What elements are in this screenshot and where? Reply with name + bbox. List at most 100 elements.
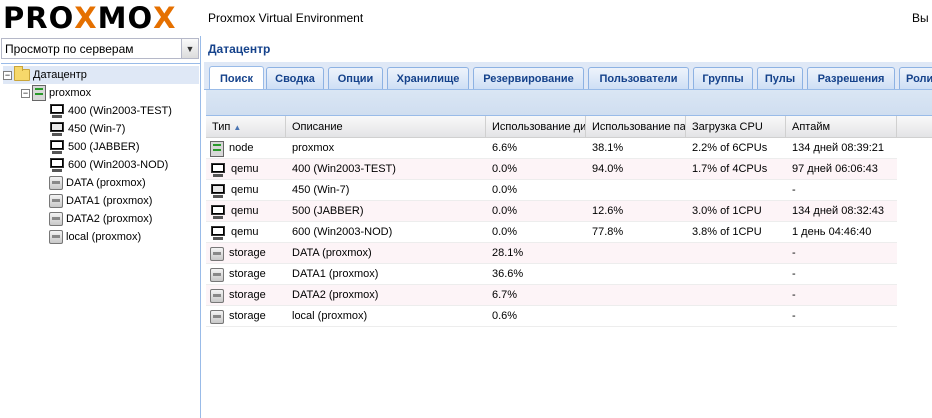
tab-permissions[interactable]: Разрешения bbox=[807, 67, 895, 89]
cell-disk: 0.6% bbox=[492, 310, 518, 322]
tree-item-label: 400 (Win2003-TEST) bbox=[68, 105, 172, 117]
tree-item-storage[interactable]: DATA1 (proxmox) bbox=[49, 192, 152, 210]
tree-item-label: DATA2 (proxmox) bbox=[66, 213, 153, 225]
cell-disk: 28.1% bbox=[492, 247, 524, 259]
cell-type: qemu bbox=[231, 205, 259, 217]
column-header-memory[interactable]: Использование па bbox=[586, 116, 686, 138]
cell-memory bbox=[586, 264, 686, 285]
cell-description: DATA2 (proxmox) bbox=[292, 289, 379, 301]
table-row[interactable]: qemu 400 (Win2003-TEST) 0.0% 94.0% 1.7% … bbox=[206, 159, 897, 180]
cell-cpu: 1.7% of 4CPUs bbox=[692, 163, 768, 175]
tree-item-storage[interactable]: DATA2 (proxmox) bbox=[49, 210, 152, 228]
cell-description: 400 (Win2003-TEST) bbox=[292, 163, 396, 175]
cell-cpu: 3.0% of 1CPU bbox=[692, 205, 762, 217]
column-header-uptime[interactable]: Аптайм bbox=[786, 116, 897, 138]
cell-type: storage bbox=[229, 268, 266, 280]
chevron-down-icon[interactable]: ▼ bbox=[181, 39, 198, 58]
cell-disk: 6.7% bbox=[492, 289, 518, 301]
storage-icon bbox=[210, 288, 224, 303]
sort-ascending-icon: ▲ bbox=[233, 123, 242, 132]
cell-uptime: - bbox=[792, 184, 796, 196]
cell-cpu bbox=[686, 180, 786, 201]
tab-groups[interactable]: Группы bbox=[693, 67, 753, 89]
tab-search[interactable]: Поиск bbox=[209, 66, 264, 89]
vm-stopped-icon bbox=[49, 122, 65, 136]
table-row[interactable]: qemu 450 (Win-7) 0.0% - bbox=[206, 180, 897, 201]
tree-item-node[interactable]: − proxmox bbox=[21, 84, 91, 102]
tree-item-label: 500 (JABBER) bbox=[68, 141, 140, 153]
cell-uptime: - bbox=[792, 289, 796, 301]
table-row[interactable]: storage local (proxmox) 0.6% - bbox=[206, 306, 897, 327]
table-row[interactable]: qemu 500 (JABBER) 0.0% 12.6% 3.0% of 1CP… bbox=[206, 201, 897, 222]
table-row[interactable]: storage DATA2 (proxmox) 6.7% - bbox=[206, 285, 897, 306]
cell-description: 450 (Win-7) bbox=[292, 184, 350, 196]
vm-running-icon bbox=[210, 225, 226, 240]
tab-backup[interactable]: Резервирование bbox=[473, 67, 584, 89]
storage-icon bbox=[210, 309, 224, 324]
cell-memory: 38.1% bbox=[592, 142, 624, 154]
tree-item-storage[interactable]: DATA (proxmox) bbox=[49, 174, 146, 192]
cell-description: local (proxmox) bbox=[292, 310, 368, 322]
cell-uptime: 134 дней 08:39:21 bbox=[792, 142, 885, 154]
cell-type: qemu bbox=[231, 184, 259, 196]
view-selector[interactable]: Просмотр по серверам ▼ bbox=[1, 38, 199, 59]
cell-uptime: 1 день 04:46:40 bbox=[792, 226, 872, 238]
cell-uptime: 134 дней 08:32:43 bbox=[792, 205, 885, 217]
cell-type: qemu bbox=[231, 226, 259, 238]
grid-header: Тип ▲ Описание Использование ди Использов… bbox=[206, 116, 932, 138]
cell-type: storage bbox=[229, 289, 266, 301]
tree-item-vm[interactable]: 450 (Win-7) bbox=[49, 120, 125, 138]
cell-cpu bbox=[686, 285, 786, 306]
storage-icon bbox=[49, 194, 63, 208]
cell-disk: 0.0% bbox=[492, 163, 518, 175]
table-row[interactable]: node proxmox 6.6% 38.1% 2.2% of 6CPUs 13… bbox=[206, 138, 897, 159]
cell-description: 500 (JABBER) bbox=[292, 205, 364, 217]
tree-item-label: local (proxmox) bbox=[66, 231, 142, 243]
tree-item-vm[interactable]: 400 (Win2003-TEST) bbox=[49, 102, 172, 120]
cell-disk: 0.0% bbox=[492, 184, 518, 196]
cell-memory bbox=[586, 306, 686, 327]
cell-uptime: - bbox=[792, 268, 796, 280]
tab-bar: Поиск Сводка Опции Хранилище Резервирова… bbox=[204, 62, 932, 90]
server-node-icon bbox=[32, 85, 46, 101]
collapse-icon[interactable]: − bbox=[21, 87, 30, 98]
storage-icon bbox=[210, 267, 224, 282]
proxmox-logo: PRO X MO X bbox=[3, 1, 177, 35]
vm-running-icon bbox=[210, 204, 226, 219]
tab-summary[interactable]: Сводка bbox=[266, 67, 324, 89]
tree-item-storage[interactable]: local (proxmox) bbox=[49, 228, 141, 246]
tree-item-label: Датацентр bbox=[33, 69, 87, 81]
cell-type: storage bbox=[229, 247, 266, 259]
cell-uptime: - bbox=[792, 247, 796, 259]
collapse-icon[interactable]: − bbox=[3, 69, 12, 80]
cell-description: DATA (proxmox) bbox=[292, 247, 372, 259]
column-header-disk[interactable]: Использование ди bbox=[486, 116, 586, 138]
tab-options[interactable]: Опции bbox=[328, 67, 383, 89]
cell-cpu: 3.8% of 1CPU bbox=[692, 226, 762, 238]
cell-disk: 0.0% bbox=[492, 226, 518, 238]
cell-memory: 12.6% bbox=[592, 205, 624, 217]
resource-tree: − Датацентр − proxmox 400 (Win2003-TEST)… bbox=[1, 63, 200, 418]
tree-item-datacenter[interactable]: − Датацентр bbox=[3, 66, 199, 84]
tree-item-vm[interactable]: 500 (JABBER) bbox=[49, 138, 140, 156]
column-header-description[interactable]: Описание bbox=[286, 116, 486, 138]
vm-running-icon bbox=[210, 162, 226, 177]
tab-users[interactable]: Пользователи bbox=[588, 67, 689, 89]
tab-pools[interactable]: Пулы bbox=[757, 67, 803, 89]
cell-description: 600 (Win2003-NOD) bbox=[292, 226, 393, 238]
table-row[interactable]: storage DATA (proxmox) 28.1% - bbox=[206, 243, 897, 264]
cell-type: node bbox=[229, 142, 254, 154]
tab-roles[interactable]: Роли bbox=[899, 67, 932, 89]
cell-type: storage bbox=[229, 310, 266, 322]
column-header-cpu[interactable]: Загрузка CPU bbox=[686, 116, 786, 138]
folder-icon bbox=[14, 66, 30, 81]
column-header-type[interactable]: Тип ▲ bbox=[206, 116, 286, 138]
header: PRO X MO X Proxmox Virtual Environment Вы bbox=[0, 0, 932, 36]
cell-memory: 77.8% bbox=[592, 226, 624, 238]
tree-item-vm[interactable]: 600 (Win2003-NOD) bbox=[49, 156, 168, 174]
cell-cpu bbox=[686, 306, 786, 327]
tab-storage[interactable]: Хранилище bbox=[387, 67, 469, 89]
table-row[interactable]: qemu 600 (Win2003-NOD) 0.0% 77.8% 3.8% o… bbox=[206, 222, 897, 243]
table-row[interactable]: storage DATA1 (proxmox) 36.6% - bbox=[206, 264, 897, 285]
vm-running-icon bbox=[49, 140, 65, 154]
